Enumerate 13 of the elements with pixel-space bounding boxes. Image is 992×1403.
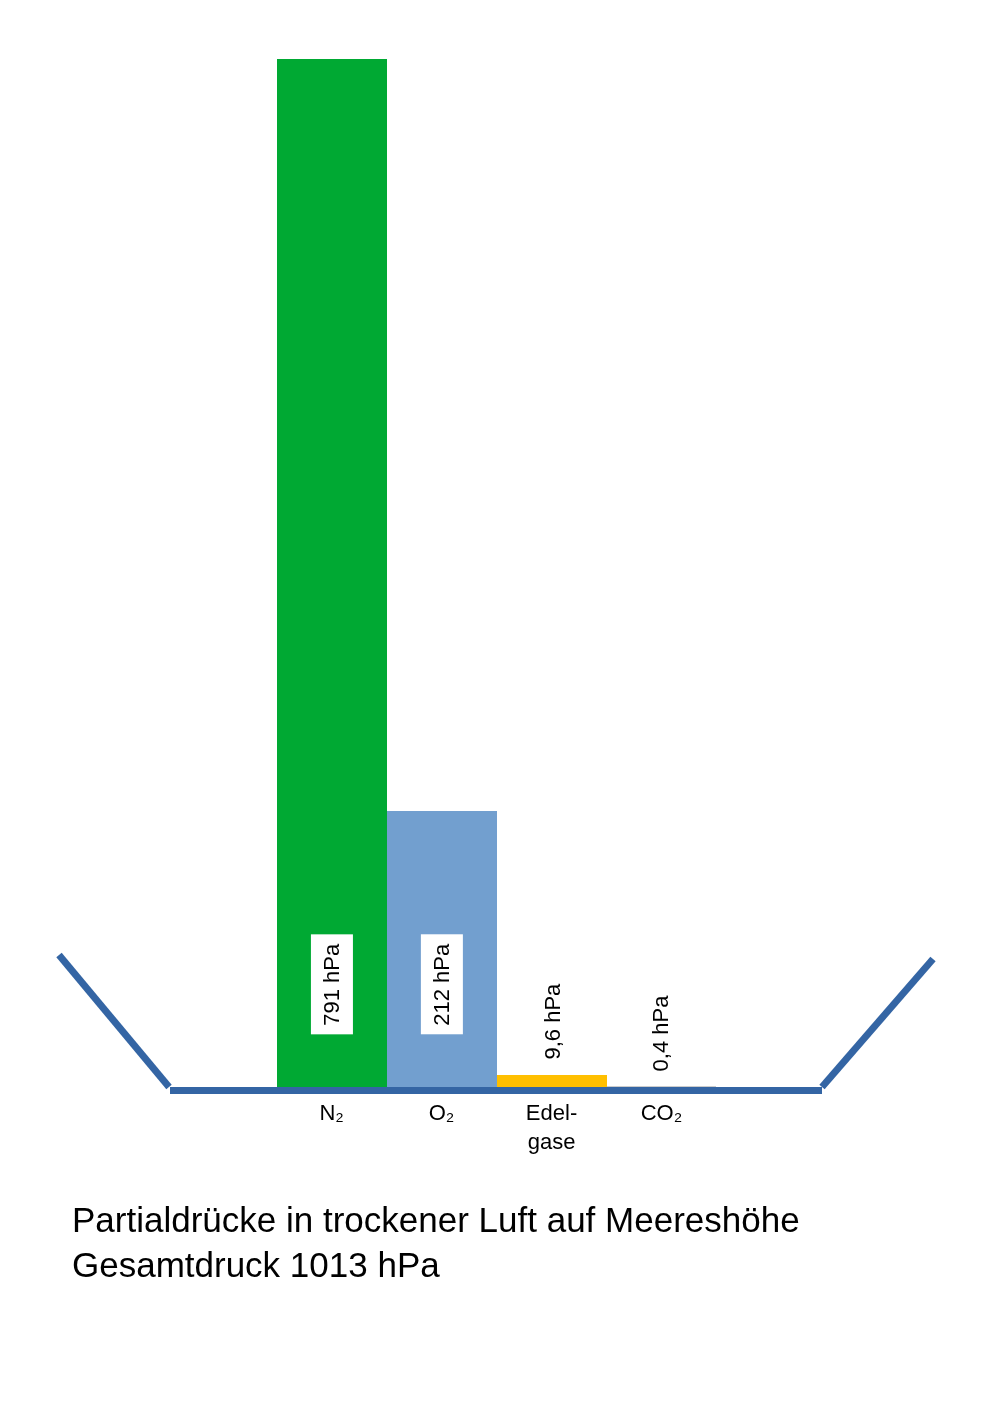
- data-label: 791 hPa: [319, 943, 345, 1026]
- data-label: 0,4 hPa: [648, 994, 674, 1072]
- text: Partialdrücke in trockener Luft auf Meereshöhe: [72, 1200, 800, 1240]
- bar: [277, 59, 387, 1087]
- x-tick-label: O₂: [428, 1100, 455, 1126]
- bar: [497, 1075, 607, 1087]
- data-label: 212 hPa: [429, 943, 455, 1026]
- x-tick-label: CO₂: [640, 1100, 683, 1126]
- x-tick-label: N₂: [319, 1100, 344, 1126]
- data-label: 9,6 hPa: [539, 982, 565, 1060]
- x-tick-label: Edel-gase: [525, 1100, 578, 1154]
- bar: [387, 811, 497, 1087]
- text: Gesamtdruck 1013 hPa: [72, 1245, 440, 1285]
